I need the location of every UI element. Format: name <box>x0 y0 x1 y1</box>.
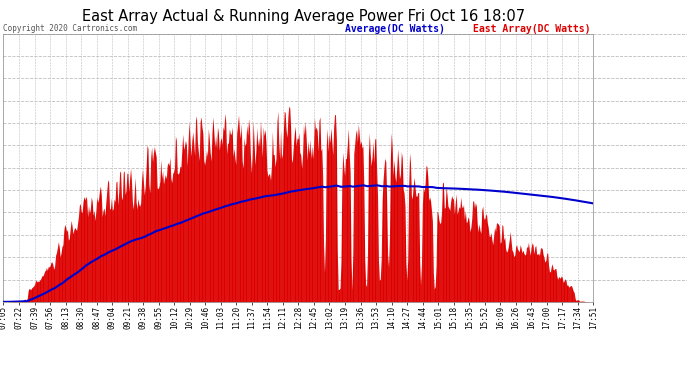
Text: Copyright 2020 Cartronics.com: Copyright 2020 Cartronics.com <box>3 24 137 33</box>
Text: East Array(DC Watts): East Array(DC Watts) <box>473 24 590 34</box>
Text: Average(DC Watts): Average(DC Watts) <box>345 24 445 34</box>
Text: East Array Actual & Running Average Power Fri Oct 16 18:07: East Array Actual & Running Average Powe… <box>82 9 525 24</box>
